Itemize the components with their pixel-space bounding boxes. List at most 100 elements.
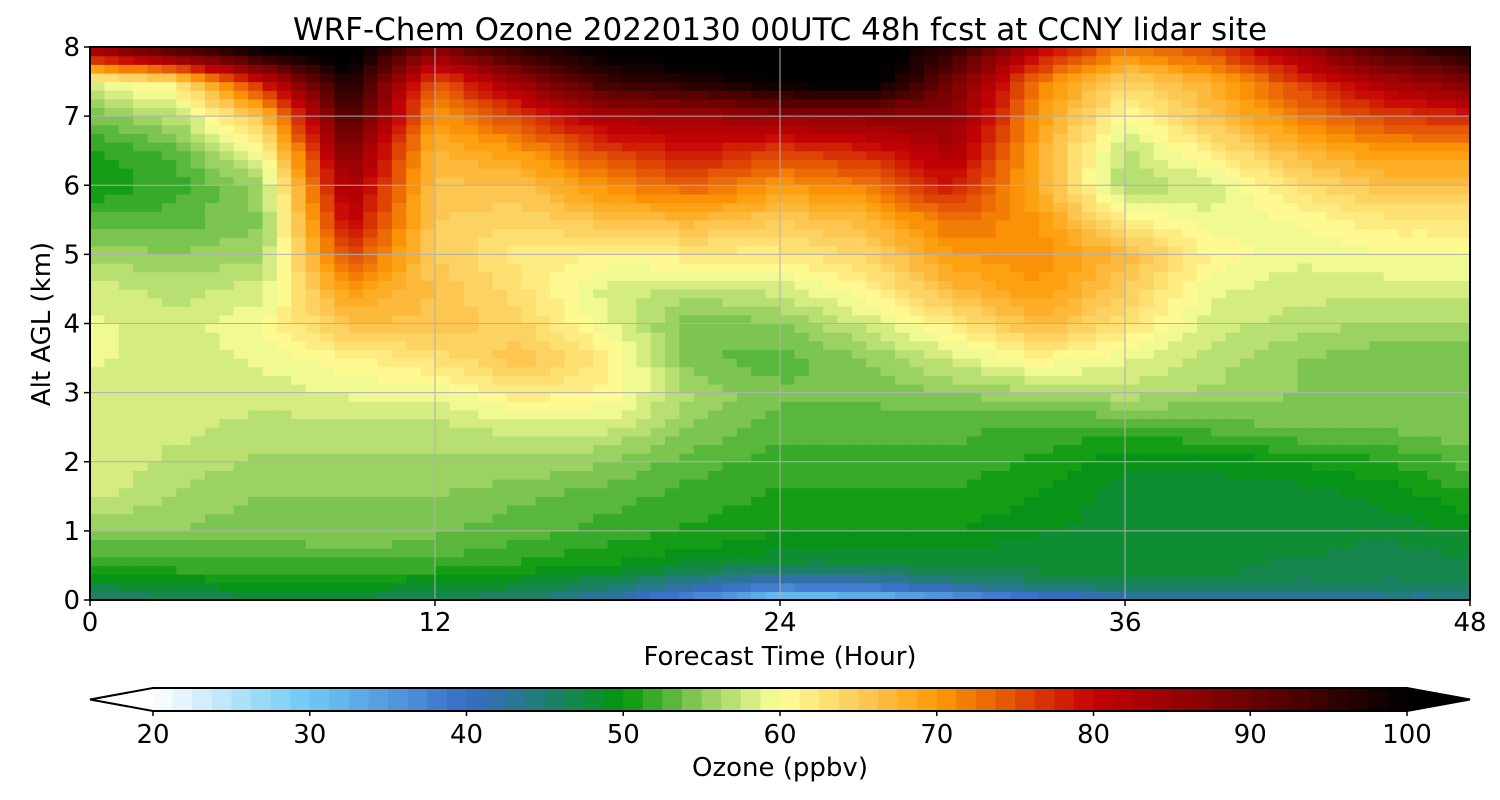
heatmap-cell — [679, 72, 695, 83]
heatmap-cell — [406, 582, 422, 592]
heatmap-cell — [923, 591, 939, 601]
heatmap-cell — [722, 81, 738, 91]
heatmap-cell — [492, 133, 508, 143]
heatmap-cell — [837, 228, 853, 238]
heatmap-cell — [607, 366, 623, 376]
heatmap-cell — [578, 366, 594, 376]
heatmap-cell — [722, 401, 738, 411]
heatmap-cell — [780, 548, 795, 558]
heatmap-cell — [176, 47, 192, 57]
heatmap-cell — [837, 90, 853, 100]
heatmap-cell — [1081, 340, 1097, 351]
heatmap-cell — [808, 496, 824, 506]
heatmap-cell — [219, 237, 235, 247]
heatmap-cell — [219, 418, 235, 428]
heatmap-cell — [1196, 47, 1212, 57]
heatmap-cell — [765, 185, 781, 195]
heatmap-cell — [521, 366, 537, 376]
heatmap-cell — [248, 418, 264, 428]
heatmap-cell — [550, 332, 565, 342]
heatmap-cell — [751, 116, 767, 126]
heatmap-cell — [463, 582, 479, 592]
heatmap-cell — [420, 375, 436, 385]
heatmap-cell — [1053, 116, 1069, 126]
heatmap-cell — [348, 193, 364, 204]
heatmap-cell — [521, 150, 537, 160]
heatmap-cell — [1182, 176, 1198, 186]
heatmap-cell — [262, 167, 278, 178]
heatmap-cell — [406, 116, 422, 126]
heatmap-cell — [578, 133, 594, 143]
heatmap-cell — [851, 159, 867, 169]
heatmap-cell — [550, 409, 565, 420]
heatmap-cell — [262, 539, 278, 549]
heatmap-cell — [1168, 461, 1184, 471]
heatmap-cell — [823, 366, 839, 376]
heatmap-cell — [435, 116, 450, 126]
heatmap-cell — [377, 513, 393, 523]
heatmap-cell — [205, 375, 220, 385]
heatmap-cell — [363, 427, 379, 437]
heatmap-cell — [851, 245, 867, 255]
heatmap-cell — [564, 64, 580, 74]
heatmap-cell — [837, 565, 853, 575]
heatmap-cell — [708, 98, 724, 109]
heatmap-cell — [1067, 504, 1083, 515]
heatmap-cell — [1153, 340, 1169, 351]
heatmap-cell — [650, 124, 666, 135]
heatmap-cell — [880, 556, 896, 567]
heatmap-cell — [808, 574, 824, 584]
heatmap-cell — [722, 211, 738, 221]
heatmap-cell — [320, 487, 335, 497]
heatmap-cell — [851, 435, 867, 446]
heatmap-cell — [233, 418, 249, 428]
heatmap-cell — [262, 358, 278, 368]
heatmap-cell — [205, 150, 220, 160]
heatmap-cell — [1153, 530, 1169, 541]
heatmap-cell — [564, 288, 580, 299]
heatmap-cell — [823, 375, 839, 385]
heatmap-cell — [521, 116, 537, 126]
heatmap-cell — [708, 556, 724, 567]
heatmap-cell — [492, 142, 508, 152]
heatmap-cell — [722, 453, 738, 463]
heatmap-cell — [406, 461, 422, 471]
heatmap-cell — [550, 487, 565, 497]
heatmap-cell — [1096, 383, 1112, 394]
heatmap-cell — [693, 323, 709, 333]
heatmap-cell — [1139, 427, 1155, 437]
heatmap-cell — [966, 271, 982, 281]
heatmap-cell — [233, 565, 249, 575]
heatmap-cell — [837, 366, 853, 376]
heatmap-cell — [233, 453, 249, 463]
heatmap-cell — [1038, 271, 1054, 281]
heatmap-cell — [1081, 427, 1097, 437]
heatmap-cell — [736, 142, 752, 152]
heatmap-cell — [1067, 211, 1083, 221]
heatmap-cell — [564, 444, 580, 454]
heatmap-cell — [607, 72, 623, 83]
heatmap-cell — [966, 565, 982, 575]
heatmap-cell — [564, 90, 580, 100]
heatmap-cell — [650, 81, 666, 91]
heatmap-cell — [363, 574, 379, 584]
heatmap-cell — [1139, 444, 1155, 454]
heatmap-cell — [909, 401, 925, 411]
heatmap-cell — [1024, 167, 1040, 178]
heatmap-cell — [665, 349, 680, 359]
heatmap-cell — [880, 47, 896, 57]
heatmap-cell — [1096, 237, 1112, 247]
heatmap-cell — [90, 530, 105, 541]
heatmap-cell — [665, 90, 680, 100]
heatmap-cell — [966, 263, 982, 273]
heatmap-cell — [736, 55, 752, 65]
heatmap-cell — [305, 574, 321, 584]
heatmap-cell — [506, 297, 522, 307]
heatmap-cell — [938, 427, 954, 437]
heatmap-cell — [1038, 427, 1054, 437]
heatmap-cell — [708, 530, 724, 541]
heatmap-cell — [1110, 280, 1126, 290]
heatmap-cell — [176, 539, 192, 549]
heatmap-cell — [377, 574, 393, 584]
heatmap-cell — [377, 159, 393, 169]
